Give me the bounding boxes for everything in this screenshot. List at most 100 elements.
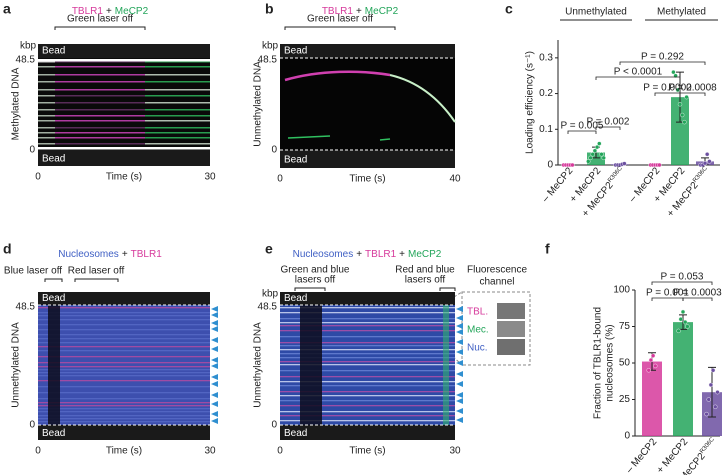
kymo-stripe xyxy=(38,307,210,309)
significance-bracket xyxy=(595,126,621,130)
title-part: Nucleosomes xyxy=(58,249,119,260)
bead-bar xyxy=(280,150,455,168)
annotation-bracket xyxy=(44,278,63,282)
kymo-stripe xyxy=(145,102,210,104)
title-part: + xyxy=(106,6,112,17)
data-point xyxy=(708,382,714,388)
laser-annotation: lasers off xyxy=(405,275,446,286)
panel-title: Nucleosomes + TBLR1 + MeCP2 xyxy=(293,249,442,260)
data-point xyxy=(570,162,575,168)
data-point xyxy=(657,162,662,168)
y-tick-label: 0 xyxy=(29,145,35,156)
data-point xyxy=(594,144,600,150)
data-point xyxy=(599,152,604,157)
kymo-stripe xyxy=(145,127,210,129)
bead-bar xyxy=(38,292,210,305)
laser-annotation: Green and blue xyxy=(281,265,350,276)
nucleosome-arrow xyxy=(211,320,218,326)
kymo-dark xyxy=(48,305,60,425)
bead-label: Bead xyxy=(284,293,307,304)
annotation-bracket xyxy=(284,26,396,30)
kymo-stripe xyxy=(280,411,455,413)
kymo-stripe xyxy=(38,362,210,364)
y-axis-label: nucleosomes (%) xyxy=(605,324,616,401)
kymo-stripe xyxy=(38,411,210,413)
data-point xyxy=(650,353,656,358)
data-point xyxy=(682,119,687,125)
panel-label: b xyxy=(265,1,274,17)
title-part: MeCP2 xyxy=(408,249,442,260)
y-tick-label: 0 xyxy=(29,420,35,431)
laser-annotation: Red laser off xyxy=(68,266,125,277)
kymo-stripe xyxy=(38,89,55,91)
kymo-stripe xyxy=(38,408,210,410)
kymo-stripe xyxy=(280,400,455,402)
kymo-stripe xyxy=(280,318,455,320)
bead-bar xyxy=(38,44,210,58)
kymo-stripe xyxy=(280,395,455,397)
title-part: MeCP2 xyxy=(365,6,399,17)
kymo-stripe xyxy=(145,95,210,97)
data-point xyxy=(592,148,598,153)
y-unit: kbp xyxy=(262,289,279,300)
x-tick-label: 40 xyxy=(449,174,461,185)
kymo-stripe xyxy=(145,81,210,83)
channel-label: Mec. xyxy=(467,325,489,336)
kymo-stripe xyxy=(280,370,455,372)
kymo-stripe xyxy=(145,137,210,139)
title-part: + xyxy=(399,249,405,260)
title-part: TBLR1 xyxy=(131,249,163,260)
nucleosome-arrow xyxy=(456,339,463,345)
nucleosome-arrow xyxy=(456,408,463,414)
data-point xyxy=(586,159,591,164)
nucleosome-arrow xyxy=(456,360,463,366)
data-point xyxy=(704,411,709,417)
bar xyxy=(642,361,662,436)
nucleosome-arrow xyxy=(211,381,218,387)
x-tick-label: 0 xyxy=(35,172,41,183)
kymo-stripe xyxy=(55,127,145,129)
kymo-bg xyxy=(38,58,210,150)
bead-bar xyxy=(38,150,210,166)
kymo-stripe xyxy=(55,61,145,63)
bar xyxy=(673,322,693,436)
group-label: Methylated xyxy=(657,7,706,18)
kymo-stripe xyxy=(38,356,210,358)
bead-label: Bead xyxy=(42,428,65,439)
kymo-stripe xyxy=(55,74,145,76)
y-axis-label: Fraction of TBLR1-bound xyxy=(593,307,604,419)
kymo-stripe xyxy=(55,132,145,134)
nucleosome-arrow xyxy=(211,411,218,417)
annotation-bracket xyxy=(294,287,326,291)
kymo-stripe xyxy=(55,115,145,117)
inset-title: channel xyxy=(479,277,514,288)
inset-image xyxy=(497,303,525,319)
data-point xyxy=(622,161,627,166)
y-axis-label: Methylated DNA xyxy=(11,67,22,140)
bead-bar xyxy=(280,44,455,58)
kymo-stripe xyxy=(280,353,455,355)
kymo-stripe xyxy=(38,324,210,326)
bead-bar xyxy=(38,425,210,440)
data-point xyxy=(713,404,718,409)
data-point xyxy=(676,328,681,334)
kymo-stripe xyxy=(38,81,55,83)
y-axis-label: Unmethylated DNA xyxy=(253,61,264,147)
kymo-edge xyxy=(38,147,210,150)
nucleosome-arrow xyxy=(456,371,463,377)
x-axis-label: Time (s) xyxy=(349,174,385,185)
group-label: Unmethylated xyxy=(565,7,627,18)
kymo-stripe xyxy=(280,357,455,359)
kymo-bg xyxy=(38,305,210,425)
y-tick-label: 48.5 xyxy=(258,55,278,66)
data-point xyxy=(588,155,593,161)
kymo-stripe xyxy=(38,375,210,377)
kymo-stripe xyxy=(38,380,210,382)
y-tick-label: 48.5 xyxy=(16,302,36,313)
data-point xyxy=(678,317,683,322)
kymo-stripe xyxy=(280,349,455,351)
kymo-band xyxy=(443,305,449,425)
kymo-stripe xyxy=(38,415,210,417)
kymo-stripe xyxy=(38,315,210,317)
bead-label: Bead xyxy=(42,46,65,57)
